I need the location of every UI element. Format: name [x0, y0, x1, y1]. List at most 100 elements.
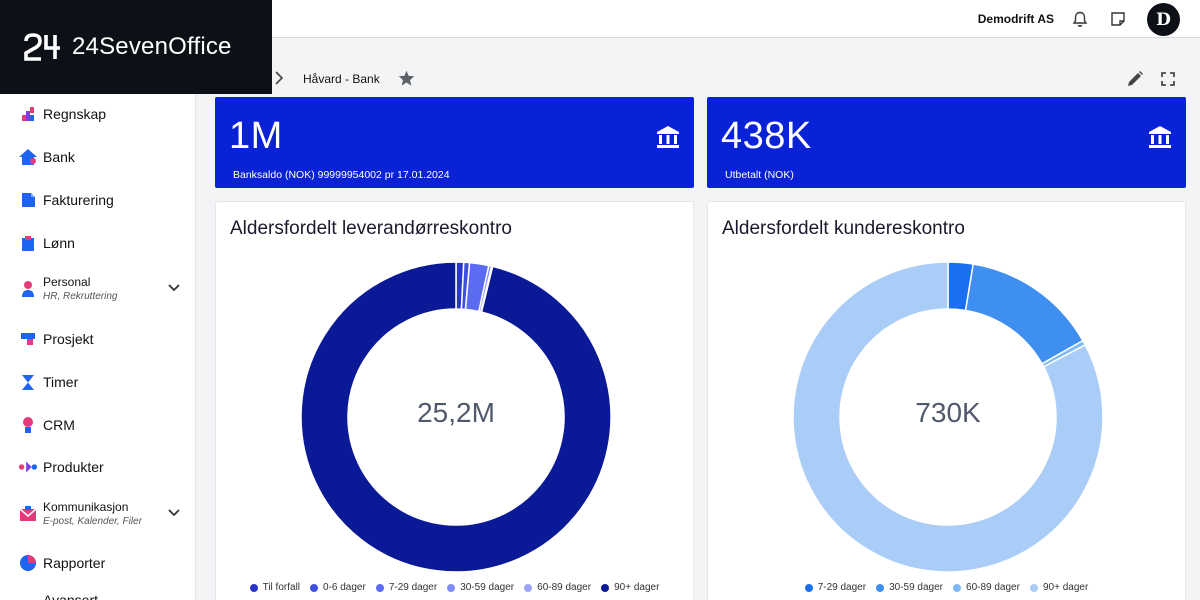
logo-text: 24SevenOffice	[72, 33, 232, 60]
legend-item[interactable]: Til forfall	[249, 582, 301, 593]
legend-item[interactable]: 60-89 dager	[953, 582, 1020, 593]
legend-label: 90+ dager	[1042, 582, 1089, 593]
kpi-card-paid-out[interactable]: 438K Utbetalt (NOK)	[707, 97, 1186, 188]
sidebar-item-fakturering[interactable]: Fakturering	[18, 190, 188, 210]
legend-dot	[447, 583, 456, 592]
donut-center-total: 730K	[915, 397, 981, 428]
chevron-right-icon[interactable]	[274, 71, 284, 90]
app-logo[interactable]: 24SevenOffice	[0, 0, 272, 94]
legend-dot	[524, 583, 533, 592]
sidebar-item-kommunikasjon[interactable]: Kommunikasjon E-post, Kalender, Filer	[18, 500, 188, 527]
legend-label: 60-89 dager	[537, 582, 592, 593]
kpi-value: 1M	[229, 115, 283, 157]
legend-dot	[601, 583, 610, 592]
chevron-down-icon[interactable]	[168, 279, 180, 297]
legend-dot	[249, 583, 258, 592]
kpi-subtitle: Banksaldo (NOK) 99999954002 pr 17.01.202…	[233, 169, 450, 181]
sidebar-item-subtitle: HR, Rekruttering	[43, 291, 118, 302]
advanced-icon	[18, 590, 38, 600]
sidebar-item-label: Fakturering	[43, 192, 114, 208]
project-icon	[18, 329, 38, 349]
sidebar-item-label: Produkter	[43, 459, 104, 475]
legend-dot	[1029, 583, 1038, 592]
products-icon	[18, 457, 38, 477]
chart-blocks-icon	[18, 104, 38, 124]
sidebar-item-label: Avansert	[43, 592, 98, 600]
legend-label: 90+ dager	[614, 582, 660, 593]
legend-dot	[310, 583, 319, 592]
bank-house-icon	[18, 147, 38, 167]
donut-slice[interactable]	[300, 261, 612, 573]
clipboard-icon	[18, 233, 38, 253]
legend-item[interactable]: 60-89 dager	[524, 582, 591, 593]
legend-label: 0-6 dager	[323, 582, 366, 593]
donut-slice[interactable]	[792, 261, 1104, 573]
legend-label: 7-29 dager	[817, 582, 867, 593]
legend-dot	[876, 583, 885, 592]
sidebar-item-avansert[interactable]: Avansert	[18, 590, 188, 600]
edit-pencil-icon[interactable]	[1126, 70, 1144, 93]
fullscreen-icon[interactable]	[1160, 71, 1176, 92]
sidebar-item-label: Timer	[43, 374, 79, 390]
avatar[interactable]: D	[1147, 3, 1180, 36]
chart-card-supplier-aging: Aldersfordelt leverandørreskontro 25,2M …	[215, 201, 694, 600]
legend-label: 30-59 dager	[460, 582, 515, 593]
donut-slice[interactable]	[964, 263, 1084, 365]
sidebar-item-label: Kommunikasjon	[43, 500, 129, 514]
chart-legend: 7-29 dager 30-59 dager 60-89 dager 90+ dage…	[708, 582, 1185, 593]
mail-icon	[18, 504, 38, 524]
kpi-subtitle: Utbetalt (NOK)	[725, 169, 794, 181]
kpi-value: 438K	[721, 115, 812, 157]
legend-item[interactable]: 90+ dager	[1029, 582, 1089, 593]
sidebar-item-personal[interactable]: Personal HR, Rekruttering	[18, 275, 188, 302]
company-name[interactable]: Demodrift AS	[977, 12, 1054, 26]
sidebar-item-lonn[interactable]: Lønn	[18, 233, 188, 253]
sidebar-item-label: Lønn	[43, 235, 75, 251]
sidebar-item-timer[interactable]: Timer	[18, 372, 188, 392]
crm-icon	[18, 415, 38, 435]
bank-building-icon	[656, 125, 680, 154]
sidebar: Regnskap Bank Fakturering Lønn Personal …	[0, 94, 196, 600]
sidebar-item-label: Rapporter	[43, 555, 106, 571]
legend-dot	[804, 583, 813, 592]
chevron-down-icon[interactable]	[168, 504, 180, 522]
sidebar-item-label: CRM	[43, 417, 75, 433]
legend-item[interactable]: 7-29 dager	[375, 582, 438, 593]
donut-chart[interactable]	[792, 261, 1104, 573]
bell-icon[interactable]	[1070, 9, 1090, 29]
chart-title: Aldersfordelt kundereskontro	[722, 218, 965, 239]
legend-item[interactable]: 90+ dager	[601, 582, 659, 593]
sidebar-item-produkter[interactable]: Produkter	[18, 457, 188, 477]
pie-icon	[18, 553, 38, 573]
legend-item[interactable]: 0-6 dager	[310, 582, 366, 593]
logo-mark-icon	[24, 33, 60, 61]
legend-dot	[375, 583, 384, 592]
sidebar-item-label: Regnskap	[43, 106, 107, 122]
bank-building-icon	[1148, 125, 1172, 154]
sidebar-item-bank[interactable]: Bank	[18, 147, 188, 167]
kpi-card-bank-balance[interactable]: 1M Banksaldo (NOK) 99999954002 pr 17.01.…	[215, 97, 694, 188]
legend-item[interactable]: 30-59 dager	[447, 582, 514, 593]
hourglass-icon	[18, 372, 38, 392]
sidebar-item-label: Personal	[43, 275, 91, 289]
sidebar-item-crm[interactable]: CRM	[18, 415, 188, 435]
sidebar-item-subtitle: E-post, Kalender, Filer	[43, 516, 142, 527]
legend-label: 7-29 dager	[388, 582, 438, 593]
chart-legend: Til forfall 0-6 dager 7-29 dager 30-59 dage…	[216, 582, 693, 593]
sidebar-item-label: Bank	[43, 149, 75, 165]
sidebar-item-rapporter[interactable]: Rapporter	[18, 553, 188, 573]
legend-label: Til forfall	[262, 582, 301, 593]
note-icon[interactable]	[1108, 9, 1128, 29]
donut-center-total: 25,2M	[417, 397, 495, 428]
donut-chart[interactable]	[300, 261, 612, 573]
sidebar-item-regnskap[interactable]: Regnskap	[18, 104, 188, 124]
legend-item[interactable]: 7-29 dager	[804, 582, 867, 593]
sidebar-item-prosjekt[interactable]: Prosjekt	[18, 329, 188, 349]
person-icon	[18, 279, 38, 299]
legend-dot	[953, 583, 962, 592]
legend-label: 60-89 dager	[966, 582, 1020, 593]
chart-card-customer-aging: Aldersfordelt kundereskontro 730K 7-29 d…	[707, 201, 1186, 600]
legend-item[interactable]: 30-59 dager	[876, 582, 943, 593]
star-icon[interactable]	[398, 70, 415, 91]
breadcrumb-title: Håvard - Bank	[303, 72, 380, 86]
